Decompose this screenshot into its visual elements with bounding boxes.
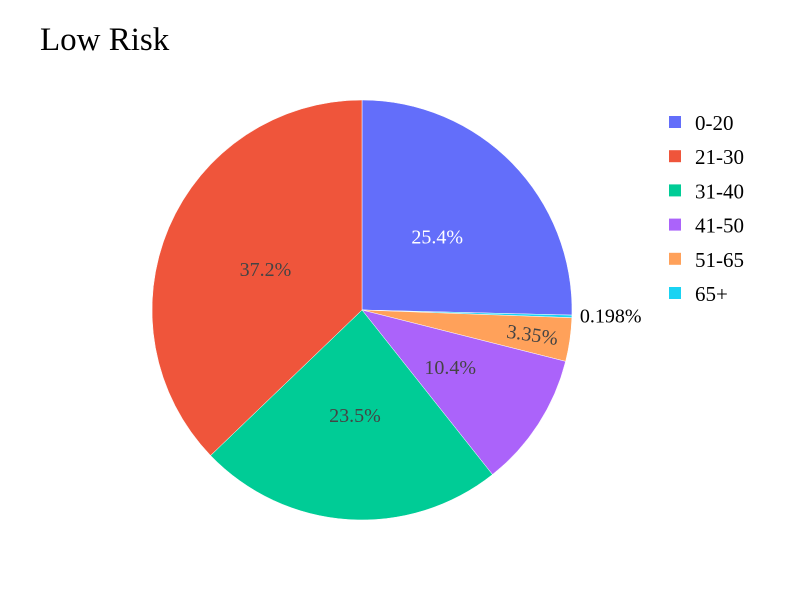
legend-swatch-51-65[interactable] bbox=[669, 252, 681, 265]
slice-label-65+: 0.198% bbox=[580, 306, 642, 328]
legend: 0-20 21-30 31-40 41-50 51-65 65+ bbox=[669, 111, 744, 306]
pie-slice-21-30[interactable] bbox=[151, 99, 363, 456]
slice-label-0-20: 25.4% bbox=[411, 227, 463, 249]
legend-swatch-21-30[interactable] bbox=[669, 150, 681, 163]
pie-slice-41-50[interactable] bbox=[361, 309, 566, 475]
legend-swatch-31-40[interactable] bbox=[669, 184, 681, 197]
legend-label-65+[interactable]: 65+ bbox=[695, 282, 728, 306]
chart-title: Low Risk bbox=[40, 22, 170, 58]
pie-slices bbox=[151, 99, 573, 521]
legend-label-21-30[interactable]: 21-30 bbox=[695, 145, 744, 169]
legend-label-51-65[interactable]: 51-65 bbox=[695, 248, 744, 272]
legend-label-0-20[interactable]: 0-20 bbox=[695, 111, 734, 135]
pie-slice-0-20[interactable] bbox=[361, 99, 573, 316]
legend-label-31-40[interactable]: 31-40 bbox=[695, 179, 744, 203]
slice-label-21-30: 37.2% bbox=[240, 259, 292, 281]
legend-swatch-65+[interactable] bbox=[669, 287, 681, 299]
slice-label-41-50: 10.4% bbox=[424, 357, 476, 379]
slice-label-31-40: 23.5% bbox=[329, 405, 381, 427]
legend-swatch-41-50[interactable] bbox=[669, 218, 681, 231]
pie-slice-31-40[interactable] bbox=[210, 309, 493, 521]
legend-swatch-0-20[interactable] bbox=[669, 116, 681, 128]
legend-label-41-50[interactable]: 41-50 bbox=[695, 214, 744, 238]
